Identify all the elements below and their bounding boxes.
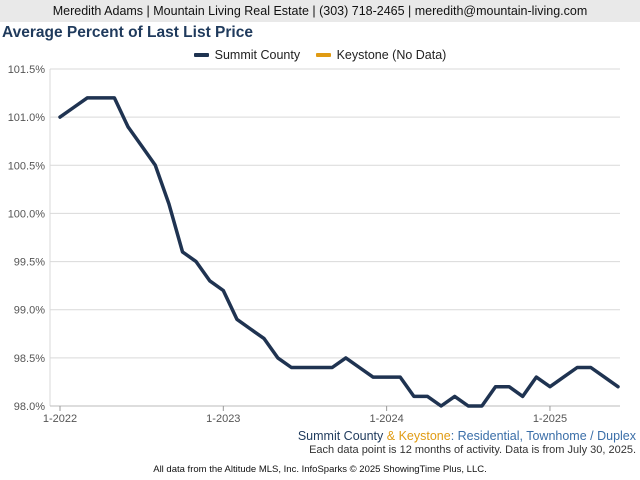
footer-credit: All data from the Altitude MLS, Inc. Inf… [153,464,487,475]
contact-header: Meredith Adams | Mountain Living Real Es… [0,0,640,22]
y-tick-label: 98.5% [14,353,45,365]
subtitle-property-types: Residential, Townhome / Duplex [457,429,636,443]
chart-title: Average Percent of Last List Price [2,24,253,41]
x-tick-label: 1-2022 [43,413,77,425]
y-tick-label: 98.0% [14,401,45,413]
x-tick-labels: 1-2022 1-2023 1-2024 1-2025 [43,413,567,425]
line-chart: 98.0% 98.5% 99.0% 99.5% 100.0% 100.5% 101.0% 10… [8,64,620,425]
x-tick-label: 1-2023 [206,413,240,425]
grid-lines [50,68,620,407]
chart-subtitle: Summit County & Keystone: Residential, T… [298,429,636,443]
legend-item-keystone[interactable]: Keystone (No Data) [315,48,447,62]
legend-item-summit-county[interactable]: Summit County [193,48,301,62]
legend-swatch-summit-county [193,53,209,57]
legend-label-summit-county: Summit County [214,48,301,62]
chart-legend: Summit County Keystone (No Data) [0,46,640,62]
series-line-summit-county [58,96,620,408]
subtitle-county: Summit County [297,429,384,443]
axes [49,69,620,411]
y-tick-label: 101.0% [8,112,46,124]
x-tick-label: 1-2024 [370,413,404,425]
data-note: Each data point is 12 months of activity… [309,444,636,456]
subtitle-keystone: Keystone [398,429,451,443]
series-lines [58,96,620,408]
y-tick-label: 99.5% [14,257,45,269]
subtitle-colon: : [450,429,458,443]
contact-text: Meredith Adams | Mountain Living Real Es… [52,4,588,18]
legend-label-keystone: Keystone (No Data) [336,48,447,62]
y-tick-label: 99.0% [14,305,45,317]
legend-swatch-keystone [315,53,331,57]
subtitle-amp: & [383,429,399,443]
x-tick-label: 1-2025 [533,413,567,425]
y-tick-label: 100.5% [8,160,46,172]
y-tick-label: 100.0% [8,208,46,220]
y-tick-labels: 98.0% 98.5% 99.0% 99.5% 100.0% 100.5% 101.0% 10… [8,64,46,413]
y-tick-label: 101.5% [8,64,46,76]
